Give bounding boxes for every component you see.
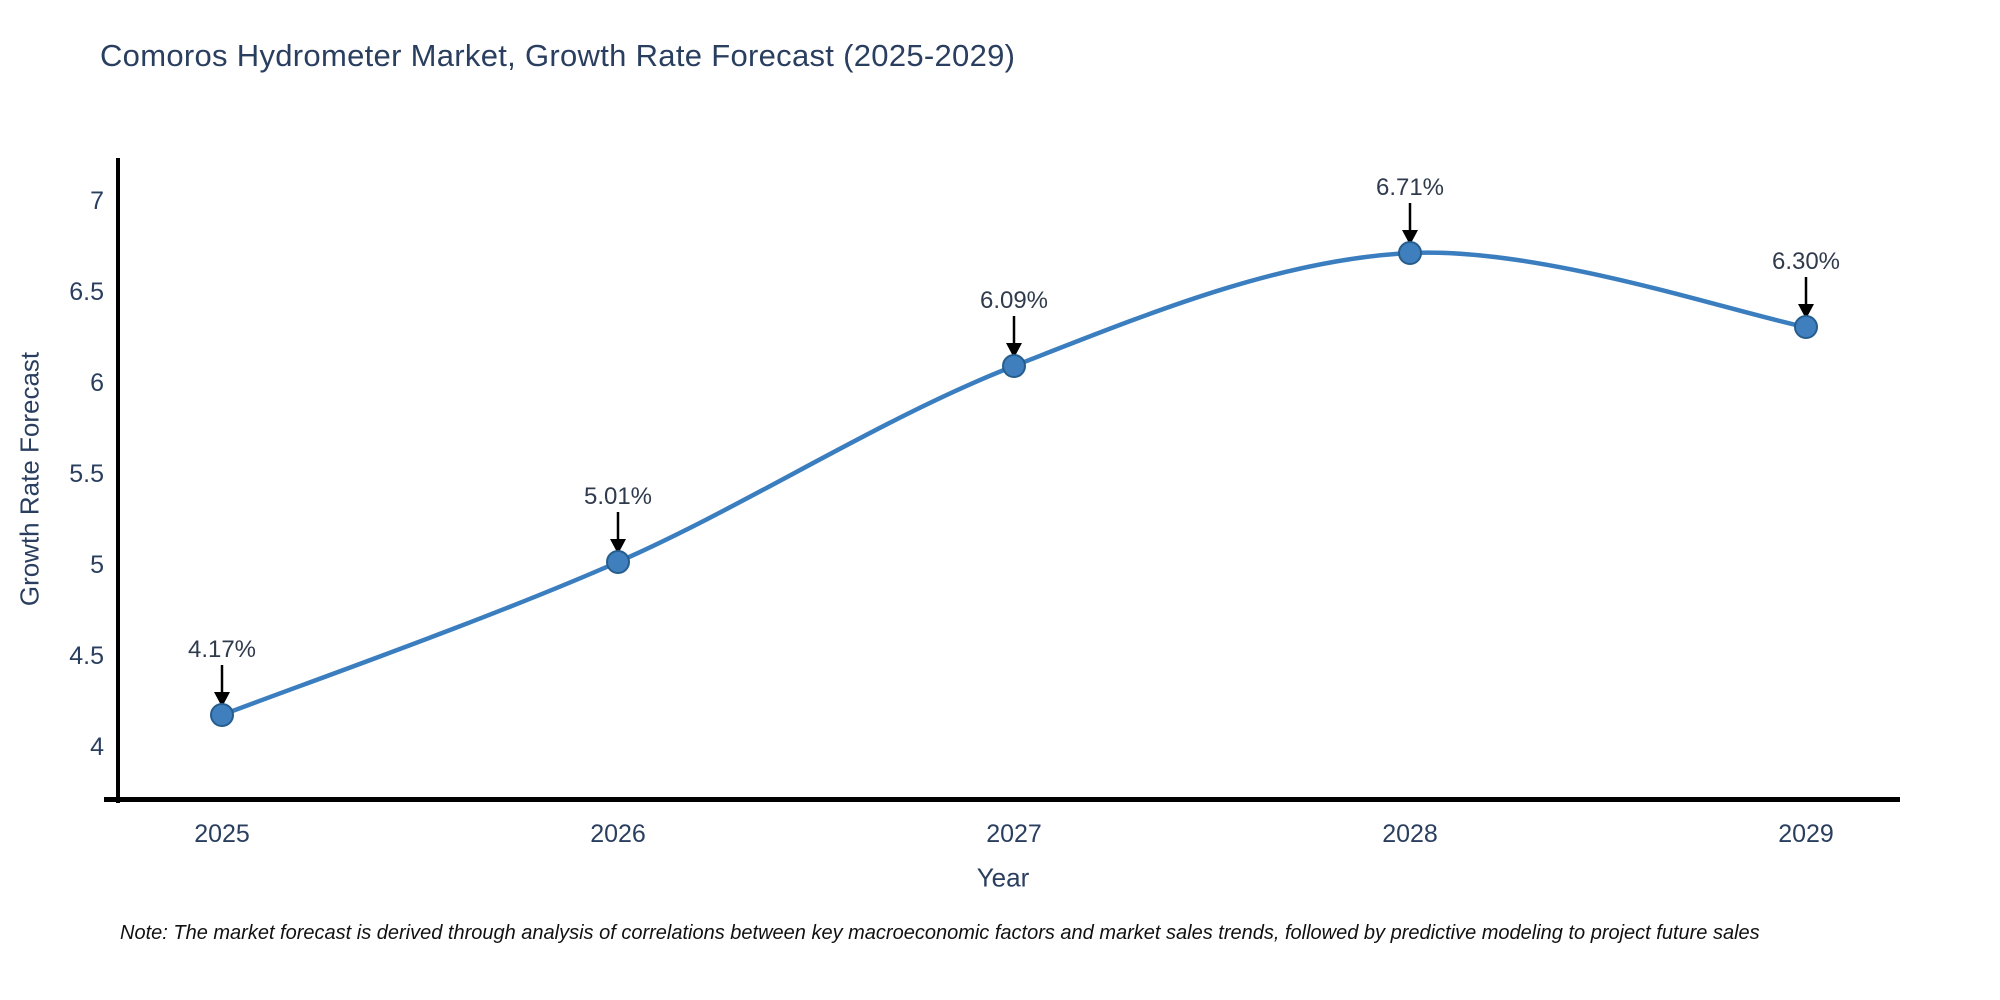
y-tick-label: 6: [90, 369, 104, 397]
y-tick-label: 5.5: [69, 460, 104, 488]
point-annotation-label: 6.71%: [1376, 174, 1444, 201]
y-tick-label: 5: [90, 551, 104, 579]
point-annotation-label: 4.17%: [188, 636, 256, 663]
annotation-arrowhead: [1798, 304, 1814, 319]
x-tick-label: 2028: [1382, 820, 1438, 848]
footnote: Note: The market forecast is derived thr…: [120, 922, 1760, 944]
x-axis-title: Year: [976, 862, 1030, 893]
data-point[interactable]: [1002, 354, 1026, 378]
y-axis-line: [116, 158, 120, 803]
y-tick-label: 4.5: [69, 642, 104, 670]
point-annotation-label: 6.09%: [980, 287, 1048, 314]
x-axis-line: [104, 797, 1900, 802]
y-axis-title: Growth Rate Forecast: [14, 351, 45, 607]
x-tick-label: 2027: [986, 820, 1042, 848]
y-tick-label: 6.5: [69, 278, 104, 306]
y-tick-label: 4: [90, 733, 104, 761]
point-annotation-label: 6.30%: [1772, 248, 1840, 275]
chart-title: Comoros Hydrometer Market, Growth Rate F…: [100, 38, 1016, 73]
annotation-arrowhead: [1402, 230, 1418, 245]
annotation-arrowhead: [1006, 343, 1022, 358]
data-point[interactable]: [1794, 315, 1818, 339]
x-tick-label: 2029: [1778, 820, 1834, 848]
x-tick-label: 2025: [194, 820, 250, 848]
data-point[interactable]: [606, 550, 630, 574]
data-point[interactable]: [1398, 241, 1422, 265]
x-tick-label: 2026: [590, 820, 646, 848]
point-annotation-label: 5.01%: [584, 483, 652, 510]
annotation-arrowhead: [214, 692, 230, 707]
data-point[interactable]: [210, 703, 234, 727]
y-tick-label: 7: [90, 187, 104, 215]
annotation-arrowhead: [610, 539, 626, 554]
